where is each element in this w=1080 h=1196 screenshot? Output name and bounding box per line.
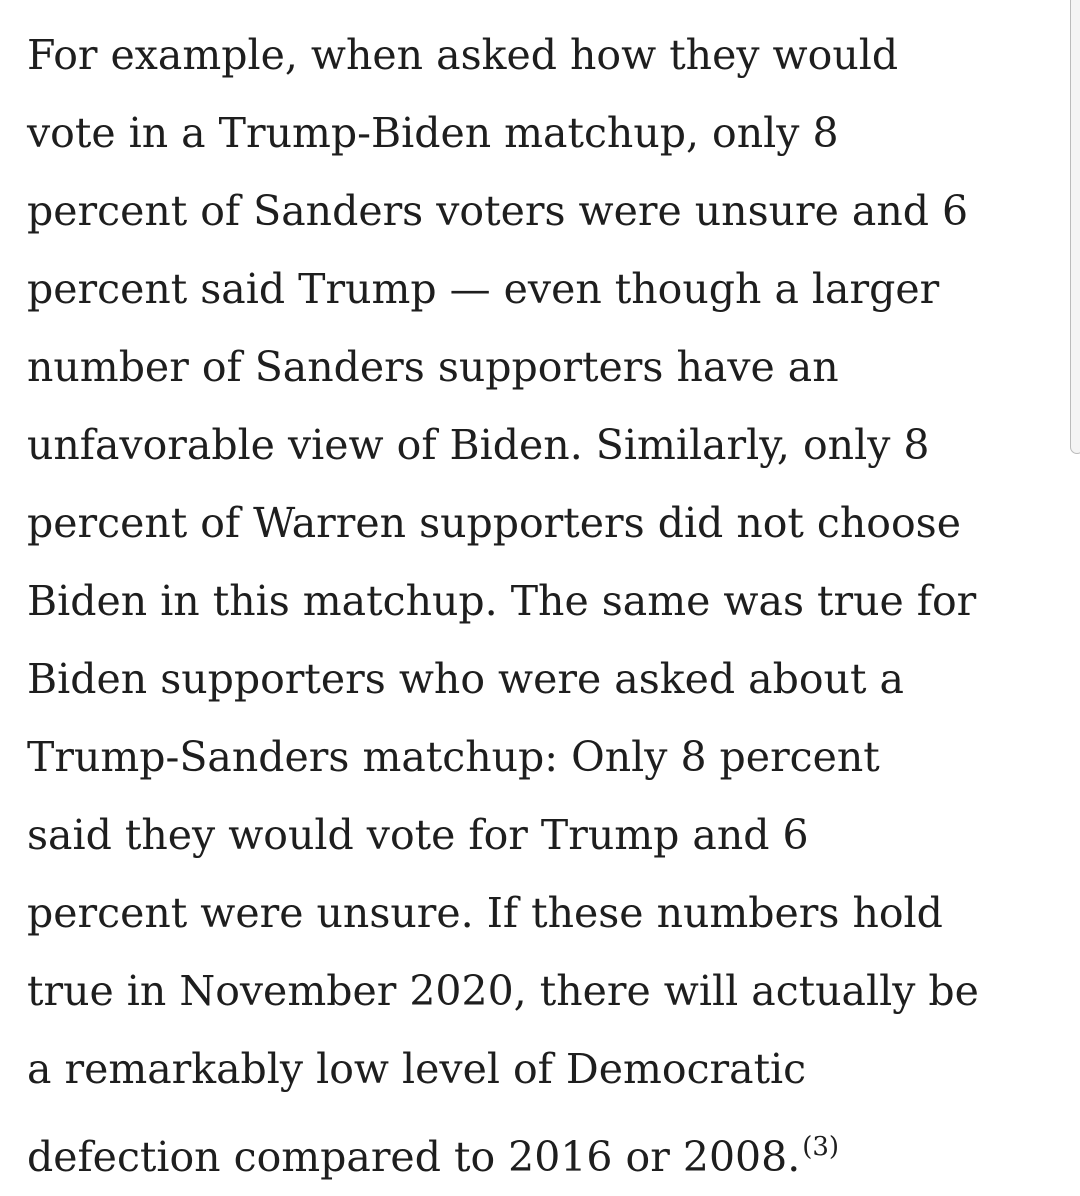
line-text: Biden in this matchup. The same was true… xyxy=(27,577,977,625)
text-line: Biden supporters who were asked about a xyxy=(27,640,904,718)
text-line: percent of Warren supporters did not cho… xyxy=(27,484,961,562)
text-line: defection compared to 2016 or 2008.(3) xyxy=(27,1108,839,1186)
line-text: For example, when asked how they would xyxy=(27,31,899,79)
text-line: a remarkably low level of Democratic xyxy=(27,1030,806,1108)
footnote-ref[interactable]: (3) xyxy=(802,1132,840,1162)
scrollbar[interactable] xyxy=(1070,0,1080,454)
line-text: Trump-Sanders matchup: Only 8 percent xyxy=(27,733,880,781)
line-text: defection compared to 2016 or 2008. xyxy=(27,1133,801,1181)
line-text: percent were unsure. If these numbers ho… xyxy=(27,889,943,937)
text-line: Trump-Sanders matchup: Only 8 percent xyxy=(27,718,880,796)
text-line: Biden in this matchup. The same was true… xyxy=(27,562,976,640)
line-text: percent of Sanders voters were unsure an… xyxy=(27,187,969,235)
line-text: percent of Warren supporters did not cho… xyxy=(27,499,961,547)
text-line: percent were unsure. If these numbers ho… xyxy=(27,874,943,952)
text-line: percent said Trump — even though a large… xyxy=(27,250,939,328)
line-text: a remarkably low level of Democratic xyxy=(27,1045,807,1093)
text-line: said they would vote for Trump and 6 xyxy=(27,796,809,874)
line-text: Biden supporters who were asked about a xyxy=(27,655,904,703)
line-text: percent said Trump — even though a large… xyxy=(27,265,940,313)
line-text: said they would vote for Trump and 6 xyxy=(27,811,809,859)
text-line: unfavorable view of Biden. Similarly, on… xyxy=(27,406,929,484)
text-line: vote in a Trump-Biden matchup, only 8 xyxy=(27,94,839,172)
line-text: true in November 2020, there will actual… xyxy=(27,967,979,1015)
line-text: vote in a Trump-Biden matchup, only 8 xyxy=(27,109,839,157)
text-line: percent of Sanders voters were unsure an… xyxy=(27,172,968,250)
text-line: true in November 2020, there will actual… xyxy=(27,952,979,1030)
text-line: For example, when asked how they would xyxy=(27,16,898,94)
line-text: number of Sanders supporters have an xyxy=(27,343,839,391)
text-line: number of Sanders supporters have an xyxy=(27,328,839,406)
line-text: unfavorable view of Biden. Similarly, on… xyxy=(27,421,930,469)
